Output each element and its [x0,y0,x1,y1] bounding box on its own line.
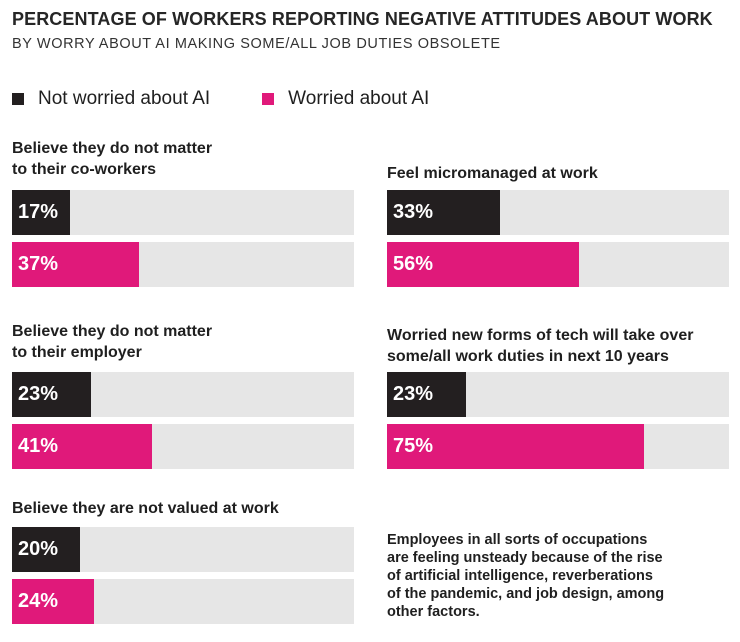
bar-worried [12,242,139,287]
panel-label-line: Believe they do not matter [12,140,213,157]
panel-label-line: Believe they do not matter [12,323,213,340]
bar-value-label: 24% [18,590,59,612]
bar-track: 23% [387,372,729,417]
panel-4: Worried new forms of tech will take over… [387,0,729,642]
bar-track: 33% [387,190,729,235]
panel-label: Believe they are not valued at work [12,498,357,519]
chart-title: PERCENTAGE OF WORKERS REPORTING NEGATIVE… [12,9,713,29]
bar-worried [12,579,95,624]
panel-label-line: Feel micromanaged at work [387,165,598,182]
bar-value-label: 23% [393,383,434,405]
panel-1: Believe they do not matter to their co-wo… [12,0,354,642]
legend: Not worried about AI Worried about AI [12,88,481,110]
panel-label-line: to their employer [12,344,142,361]
bar-value-label: 23% [18,383,59,405]
legend-item-worried: Worried about AI [262,88,429,110]
note-line: other factors. [387,604,480,620]
bar-track: 41% [12,424,354,469]
bar-value-label: 37% [18,253,59,275]
panel-label: Feel micromanaged at work [387,163,732,184]
bar-not-worried [12,527,81,572]
panel-2: Feel micromanaged at work 33% 56% [387,0,729,642]
panel-label-line: Believe they are not valued at work [12,500,279,517]
bar-track: 17% [12,190,354,235]
panel-5: Believe they are not valued at work 20% 24… [12,0,354,642]
bar-track: 23% [12,372,354,417]
bar-value-label: 41% [18,435,59,457]
chart-subtitle: BY WORRY ABOUT AI MAKING SOME/ALL JOB DU… [12,36,501,52]
panel-label: Worried new forms of tech will take over… [387,325,732,367]
bar-value-label: 20% [18,538,59,560]
bar-not-worried [12,372,91,417]
note-line: are feeling unsteady because of the rise [387,550,663,566]
note-line: Employees in all sorts of occupations [387,532,648,548]
panel-label: Believe they do not matter to their emplo… [12,321,357,363]
panel-label-line: to their co-workers [12,161,157,178]
bar-not-worried [12,190,71,235]
bar-not-worried [387,190,500,235]
bar-not-worried [387,372,466,417]
legend-label-worried: Worried about AI [288,88,430,109]
bar-track: 56% [387,242,729,287]
legend-swatch-worried [262,93,275,105]
bar-track: 20% [12,527,354,572]
bar-worried [387,424,644,469]
note-line: of the pandemic, and job design, among [387,586,665,602]
bar-track: 75% [387,424,729,469]
bar-track: 24% [12,579,354,624]
legend-swatch-not-worried [12,93,24,105]
panel-label: Believe they do not matter to their co-wo… [12,138,357,180]
legend-label-not-worried: Not worried about AI [38,88,211,109]
panel-label-line: some/all work duties in next 10 years [387,348,669,365]
chart-note: Employees in all sorts of occupations are… [387,531,732,621]
bar-value-label: 75% [393,435,434,457]
bar-value-label: 56% [393,253,434,275]
bar-worried [12,424,153,469]
bar-value-label: 33% [393,201,434,223]
panel-3: Believe they do not matter to their emplo… [12,0,354,642]
bar-worried [387,242,579,287]
bar-track: 37% [12,242,354,287]
note-line: of artificial intelligence, reverberatio… [387,568,653,584]
bar-value-label: 17% [18,201,59,223]
legend-item-not-worried: Not worried about AI [12,88,210,110]
panel-label-line: Worried new forms of tech will take over [387,327,694,344]
